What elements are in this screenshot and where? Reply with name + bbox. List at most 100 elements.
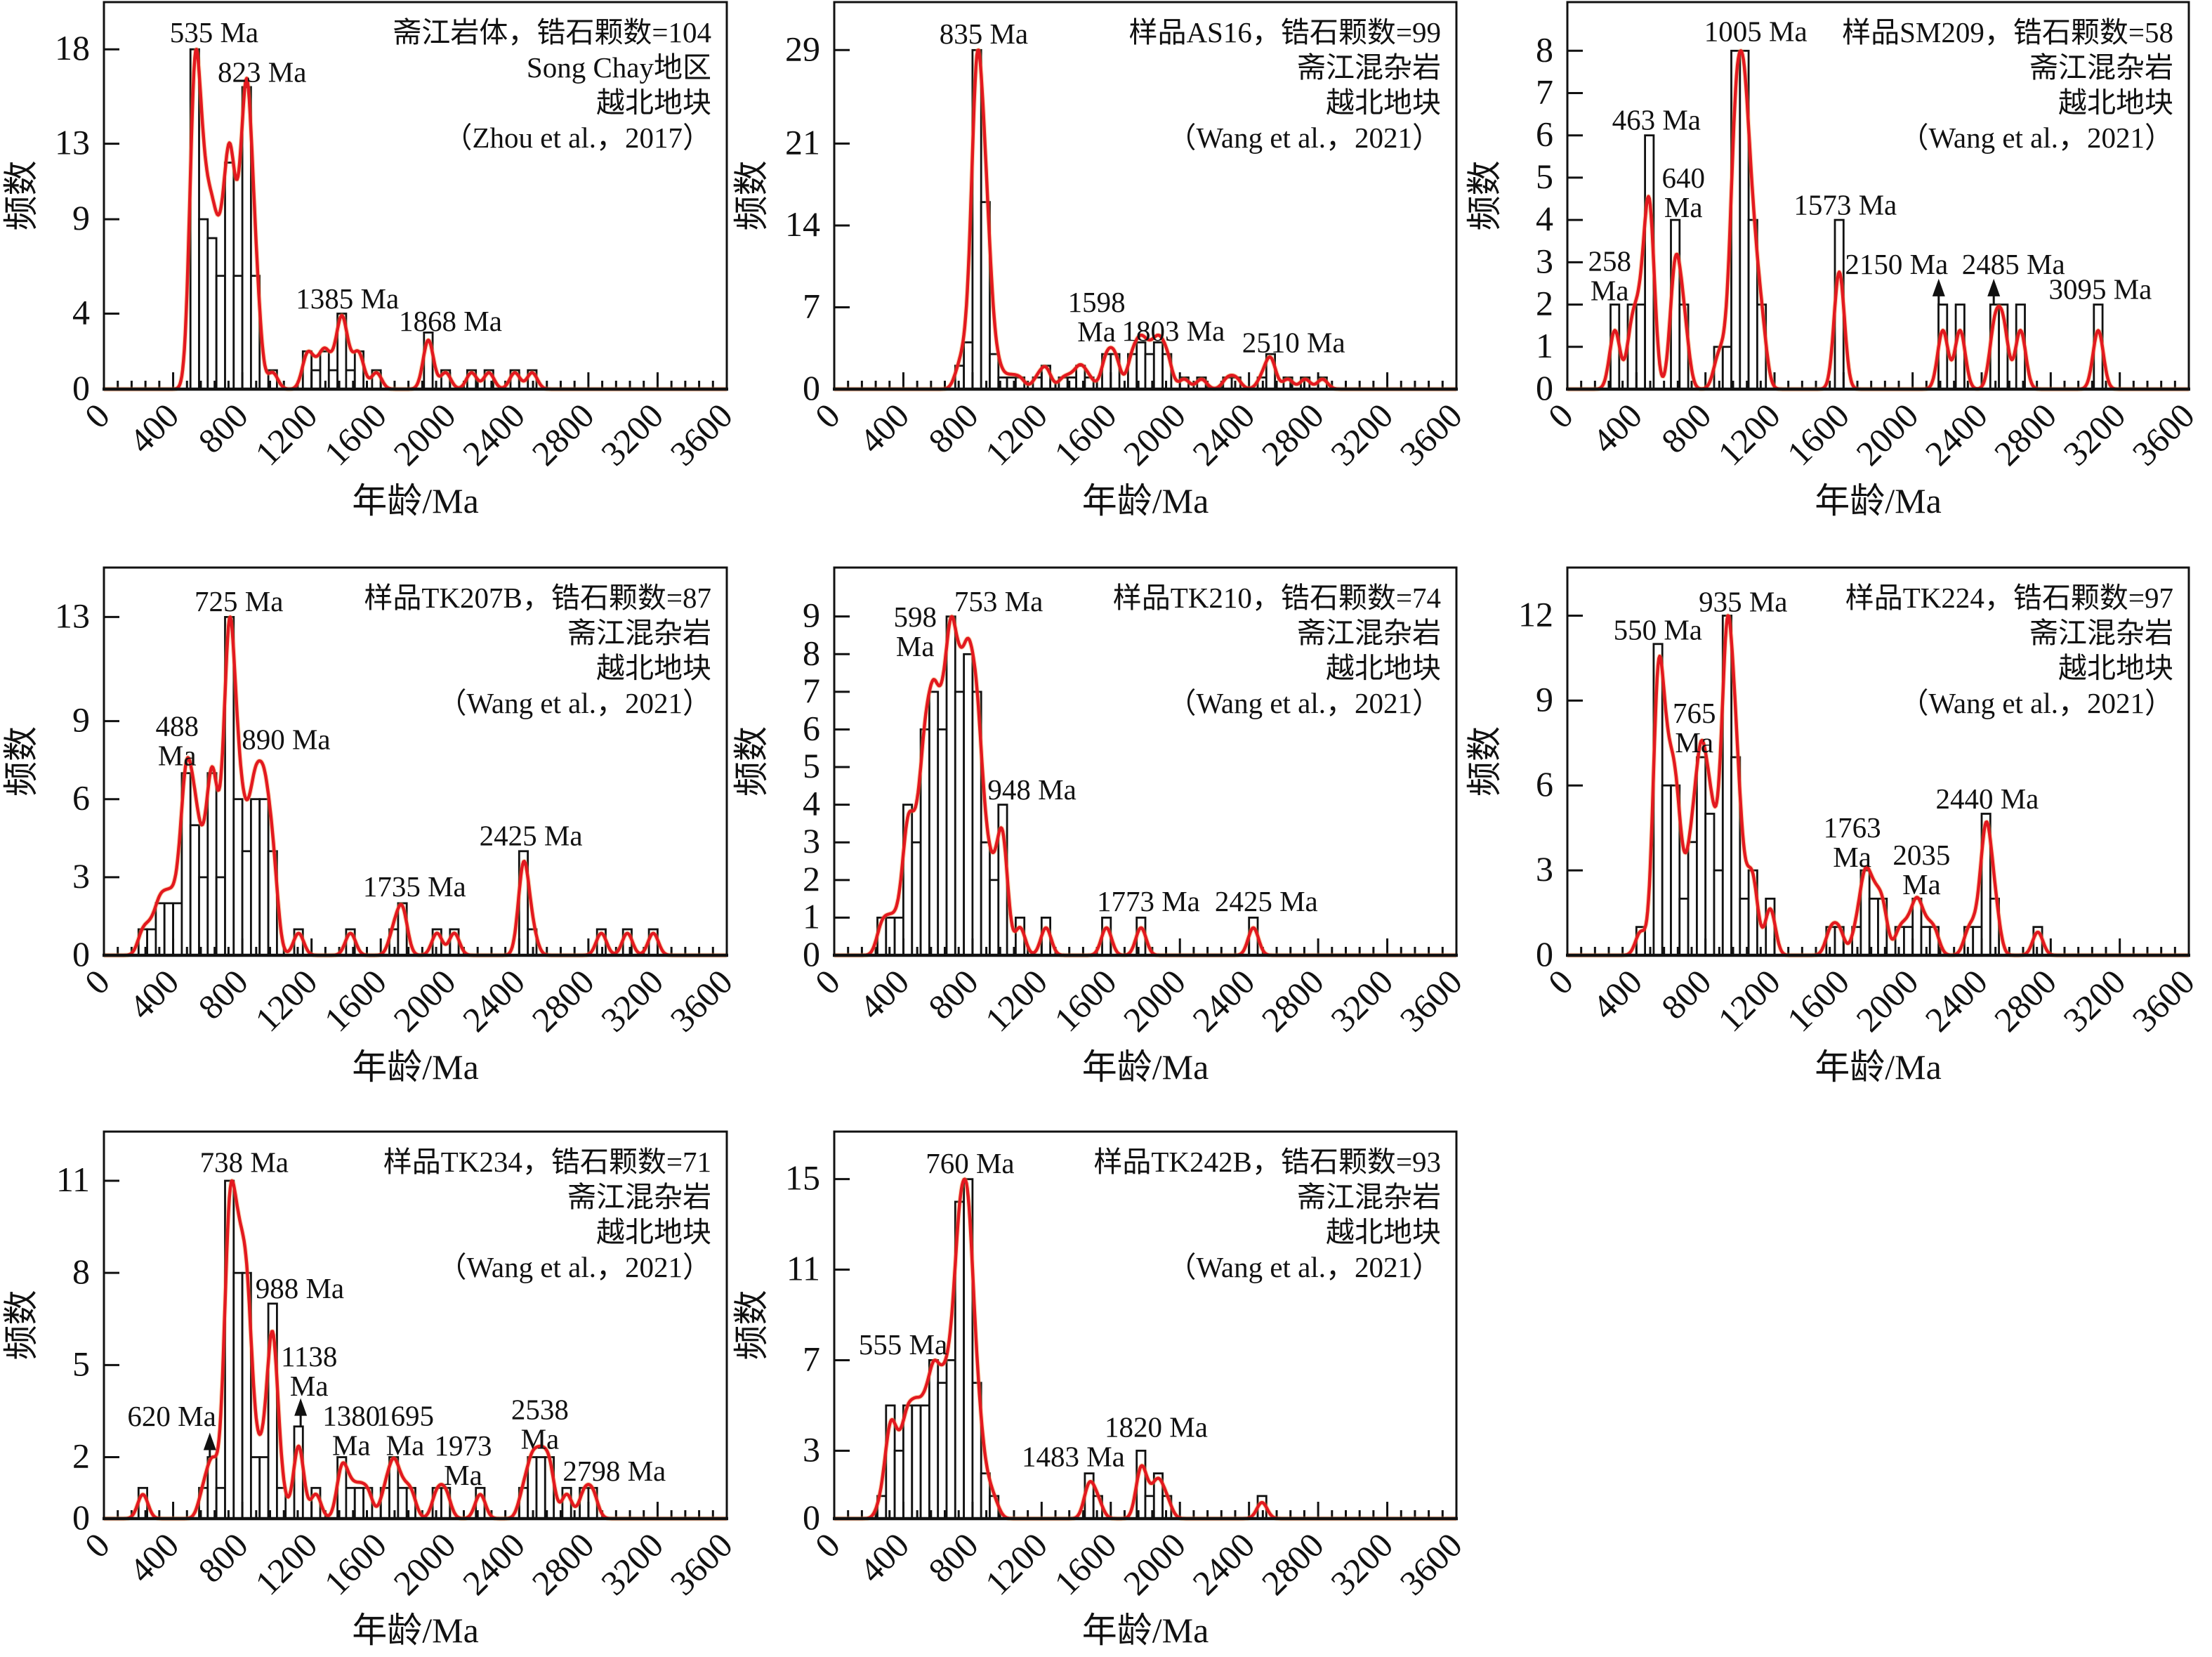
peak-age-label-line: 550 Ma bbox=[1614, 614, 1702, 646]
sample-info-line: 越北地块 bbox=[2058, 652, 2173, 684]
sample-info-line: 越北地块 bbox=[1326, 652, 1441, 684]
histogram-bar bbox=[215, 275, 226, 391]
sample-info-line: 越北地块 bbox=[1326, 86, 1441, 119]
y-tick-label: 15 bbox=[785, 1158, 820, 1198]
y-tick-label: 9 bbox=[72, 198, 90, 237]
y-tick-label: 0 bbox=[72, 934, 90, 974]
y-axis-title: 频数 bbox=[1465, 726, 1504, 797]
peak-age-label-line: 2035 bbox=[1892, 839, 1950, 871]
x-tick-label: 3600 bbox=[1392, 962, 1469, 1039]
peak-age-label: 620 Ma bbox=[127, 1400, 216, 1432]
peak-age-label-line: 258 bbox=[1588, 245, 1631, 277]
sample-info-line: 斋江混杂岩 bbox=[1297, 617, 1441, 649]
x-tick-label: 1200 bbox=[1710, 395, 1787, 473]
x-tick-label: 1600 bbox=[1779, 962, 1857, 1039]
peak-age-label-line: Ma bbox=[1077, 315, 1116, 348]
x-tick-label: 3600 bbox=[1392, 395, 1469, 473]
x-tick-label: 2000 bbox=[1848, 395, 1925, 473]
peak-age-label-line: 890 Ma bbox=[242, 723, 330, 756]
x-axis-title: 年龄/Ma bbox=[1815, 1047, 1942, 1087]
y-tick-label: 0 bbox=[1536, 368, 1553, 407]
peak-age-label-line: 2425 Ma bbox=[1215, 885, 1318, 917]
y-tick-label: 11 bbox=[786, 1249, 820, 1288]
sample-info-line: 斋江混杂岩 bbox=[1297, 51, 1441, 84]
y-axis-title: 频数 bbox=[732, 1290, 771, 1361]
peak-age-label-line: 988 Ma bbox=[256, 1272, 344, 1304]
x-tick-label: 400 bbox=[852, 1525, 917, 1590]
y-tick-label: 9 bbox=[72, 700, 90, 740]
sample-info-line: 越北地块 bbox=[596, 1216, 711, 1248]
annotation-arrow-head bbox=[1987, 278, 2001, 296]
peak-age-label: 1735 Ma bbox=[363, 870, 466, 903]
sample-info-line: 越北地块 bbox=[596, 652, 711, 684]
peak-age-label-line: Ma bbox=[1591, 275, 1629, 307]
y-tick-label: 4 bbox=[803, 784, 820, 823]
peak-age-label: 935 Ma bbox=[1699, 585, 1787, 617]
sample-info-line: 样品TK224，锆石颗数=97 bbox=[1845, 582, 2173, 614]
peak-age-label-line: 1138 bbox=[281, 1340, 337, 1373]
x-tick-label: 400 bbox=[1584, 395, 1650, 461]
x-tick-label: 2000 bbox=[386, 962, 463, 1039]
sample-info-line: （Wang et al.，2021） bbox=[1900, 687, 2173, 719]
x-tick-label: 2400 bbox=[1917, 962, 1994, 1039]
sample-info-line: Song Chay地区 bbox=[527, 51, 711, 84]
y-tick-label: 3 bbox=[803, 1429, 820, 1469]
x-tick-label: 800 bbox=[921, 962, 986, 1027]
peak-age-label-line: Ma bbox=[444, 1459, 482, 1491]
x-tick-label: 3200 bbox=[593, 1525, 671, 1602]
peak-age-label: 2150 Ma bbox=[1845, 248, 1948, 280]
x-tick-label: 1200 bbox=[977, 962, 1055, 1039]
x-tick-label: 400 bbox=[1584, 962, 1650, 1027]
y-tick-label: 13 bbox=[55, 123, 90, 162]
peak-age-label-line: 753 Ma bbox=[954, 585, 1043, 617]
y-tick-label: 7 bbox=[803, 287, 820, 326]
y-tick-label: 5 bbox=[803, 746, 820, 785]
peak-age-label: 1868 Ma bbox=[399, 305, 502, 337]
peak-age-label-line: 640 bbox=[1661, 162, 1705, 194]
x-tick-label: 1600 bbox=[317, 962, 394, 1039]
x-axis-title: 年龄/Ma bbox=[352, 481, 479, 520]
sample-info-line: 样品SM209，锆石颗数=58 bbox=[1842, 16, 2173, 48]
y-axis-title: 频数 bbox=[1465, 161, 1504, 231]
histogram-bar bbox=[258, 1456, 270, 1520]
peak-age-label: 890 Ma bbox=[242, 723, 330, 756]
y-tick-label: 13 bbox=[55, 596, 90, 635]
peak-age-label: 988 Ma bbox=[256, 1272, 344, 1304]
x-tick-label: 3200 bbox=[1323, 395, 1400, 473]
peak-age-label-line: 2440 Ma bbox=[1935, 782, 2039, 815]
peak-age-label-line: Ma bbox=[1664, 191, 1703, 223]
sample-info-line: （Wang et al.，2021） bbox=[1167, 1251, 1441, 1283]
histogram-bar bbox=[937, 728, 948, 957]
y-tick-label: 0 bbox=[72, 368, 90, 407]
histogram-bar bbox=[163, 902, 174, 957]
x-tick-label: 1200 bbox=[977, 1525, 1055, 1602]
y-tick-label: 0 bbox=[803, 1498, 820, 1537]
sample-info-line: （Wang et al.，2021） bbox=[1900, 122, 2173, 154]
histogram-bar bbox=[963, 341, 974, 391]
sample-info-line: （Wang et al.，2021） bbox=[1167, 687, 1441, 719]
x-tick-label: 800 bbox=[190, 395, 256, 461]
peak-age-label: 823 Ma bbox=[218, 55, 306, 88]
peak-age-label-line: 760 Ma bbox=[926, 1147, 1014, 1179]
x-tick-label: 0 bbox=[808, 395, 848, 435]
x-tick-label: 800 bbox=[921, 395, 986, 461]
y-tick-label: 0 bbox=[803, 368, 820, 407]
x-tick-label: 2800 bbox=[524, 962, 601, 1039]
sample-info-line: 斋江岩体，锆石颗数=104 bbox=[393, 16, 711, 48]
y-tick-label: 0 bbox=[803, 934, 820, 974]
histogram-bar bbox=[1635, 303, 1647, 391]
x-tick-label: 3200 bbox=[1323, 1525, 1400, 1602]
x-tick-label: 3600 bbox=[662, 1525, 739, 1602]
peak-age-label: 555 Ma bbox=[859, 1328, 947, 1361]
y-tick-label: 4 bbox=[1536, 199, 1553, 238]
histogram-bar bbox=[919, 1404, 930, 1520]
peak-age-label-line: 555 Ma bbox=[859, 1328, 947, 1361]
